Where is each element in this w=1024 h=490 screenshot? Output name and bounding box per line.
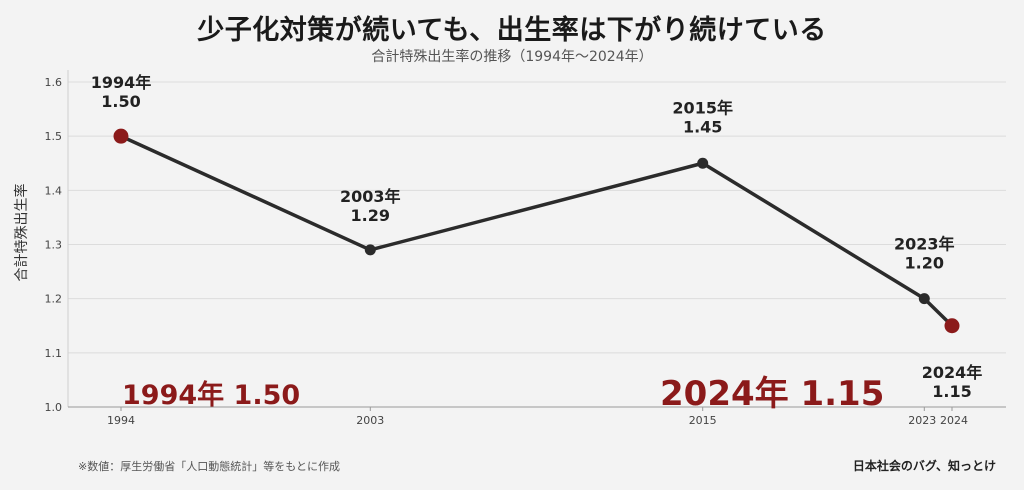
x-tick-label: 2023 (908, 414, 936, 427)
point-value-label: 1.15 (932, 382, 971, 401)
highlight-annotation: 2024年 1.15 (660, 374, 884, 414)
x-tick-label: 1994 (107, 414, 135, 427)
y-tick-label: 1.0 (45, 401, 63, 414)
data-point (364, 244, 376, 256)
credit: 日本社会のバグ、知っとけ (852, 459, 996, 473)
x-tick-label: 2015 (689, 414, 717, 427)
y-tick-label: 1.5 (45, 130, 63, 143)
series-line (120, 134, 954, 328)
x-tick-label: 2003 (356, 414, 384, 427)
point-value-label: 1.29 (351, 206, 390, 225)
point-year-label: 2024年 (922, 363, 983, 382)
y-axis-label: 合計特殊出生率 (13, 184, 30, 282)
point-value-label: 1.50 (101, 92, 140, 111)
y-tick-label: 1.3 (45, 239, 63, 252)
point-year-label: 1994年 (91, 73, 152, 92)
point-value-label: 1.45 (683, 117, 722, 136)
point-value-label: 1.20 (905, 254, 944, 273)
data-point (113, 128, 129, 144)
point-year-label: 2015年 (672, 98, 733, 117)
data-point (918, 293, 930, 305)
point-year-label: 2003年 (340, 187, 401, 206)
y-tick-label: 1.4 (45, 184, 63, 197)
y-tick-label: 1.2 (45, 293, 63, 306)
data-point (697, 157, 709, 169)
x-tick-label: 2024 (940, 414, 968, 427)
data-point (944, 318, 960, 334)
y-tick-label: 1.6 (45, 76, 63, 89)
footnote: ※数値：厚生労働省「人口動態統計」等をもとに作成 (78, 460, 340, 473)
y-tick-label: 1.1 (45, 347, 63, 360)
highlight-annotation: 1994年 1.50 (122, 379, 300, 411)
page-title: 少子化対策が続いても、出生率は下がり続けている (197, 15, 827, 46)
point-year-label: 2023年 (894, 235, 955, 254)
chart-subtitle: 合計特殊出生率の推移（1994年〜2024年） (371, 49, 653, 65)
